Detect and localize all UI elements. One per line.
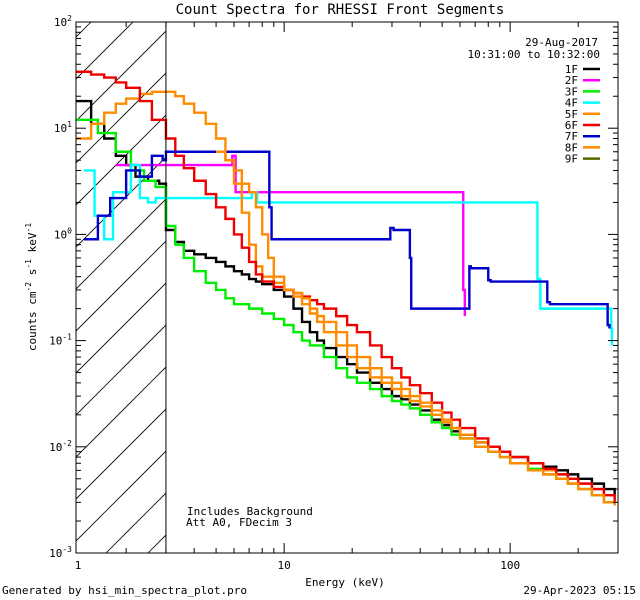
date-label: 29-Aug-2017 [525, 36, 598, 49]
hatch-line [76, 408, 166, 500]
hatch-line [76, 450, 166, 542]
legend-label-2f: 2F [565, 74, 578, 87]
footer-timestamp: 29-Apr-2023 05:15 [523, 584, 636, 597]
hatch-line [76, 282, 166, 374]
plot-frame [75, 21, 619, 554]
hatch-line [76, 72, 166, 164]
axes: 1 10 100 10-3 10-2 10-1 100 101 102 [49, 14, 619, 572]
x-tick-label: 10 [278, 559, 291, 572]
footer-generated-by: Generated by hsi_min_spectra_plot.pro [2, 584, 247, 597]
series-line-4f [83, 163, 614, 346]
legend-label-8f: 8F [565, 141, 578, 154]
time-range-label: 10:31:00 to 10:32:00 [468, 48, 600, 61]
hatch-region [76, 22, 166, 553]
series-line-2f [115, 154, 467, 317]
y-tick-label: 101 [54, 120, 72, 135]
hatch-line [76, 30, 166, 122]
legend-label-3f: 3F [565, 85, 578, 98]
annotation-attenuator: Att A0, FDecim 3 [186, 516, 292, 529]
legend-label-4f: 4F [565, 97, 578, 110]
legend-label-9f: 9F [565, 153, 578, 166]
hatch-line [76, 198, 166, 290]
annotation-background: Includes Background [187, 505, 313, 518]
y-tick-label: 10-1 [49, 333, 72, 348]
x-tick-label: 1 [75, 559, 82, 572]
legend-label-1f: 1F [565, 63, 578, 76]
y-tick-label: 102 [54, 14, 72, 29]
series-group [76, 70, 616, 506]
x-tick-label: 100 [500, 559, 520, 572]
series-line-7f [83, 150, 611, 329]
y-axis-label: counts cm-2 s-1 keV-1 [24, 223, 39, 351]
hatch-line [76, 240, 166, 332]
legend-label-5f: 5F [565, 108, 578, 121]
x-axis-label: Energy (keV) [305, 576, 384, 589]
legend-label-7f: 7F [565, 130, 578, 143]
series-line-8f [216, 150, 616, 506]
y-tick-label: 10-2 [49, 439, 72, 454]
legend-label-6f: 6F [565, 119, 578, 132]
y-tick-label: 10-3 [49, 545, 72, 560]
chart-title: Count Spectra for RHESSI Front Segments [176, 2, 505, 18]
series-line-6f [76, 70, 616, 503]
y-tick-label: 100 [54, 226, 72, 241]
